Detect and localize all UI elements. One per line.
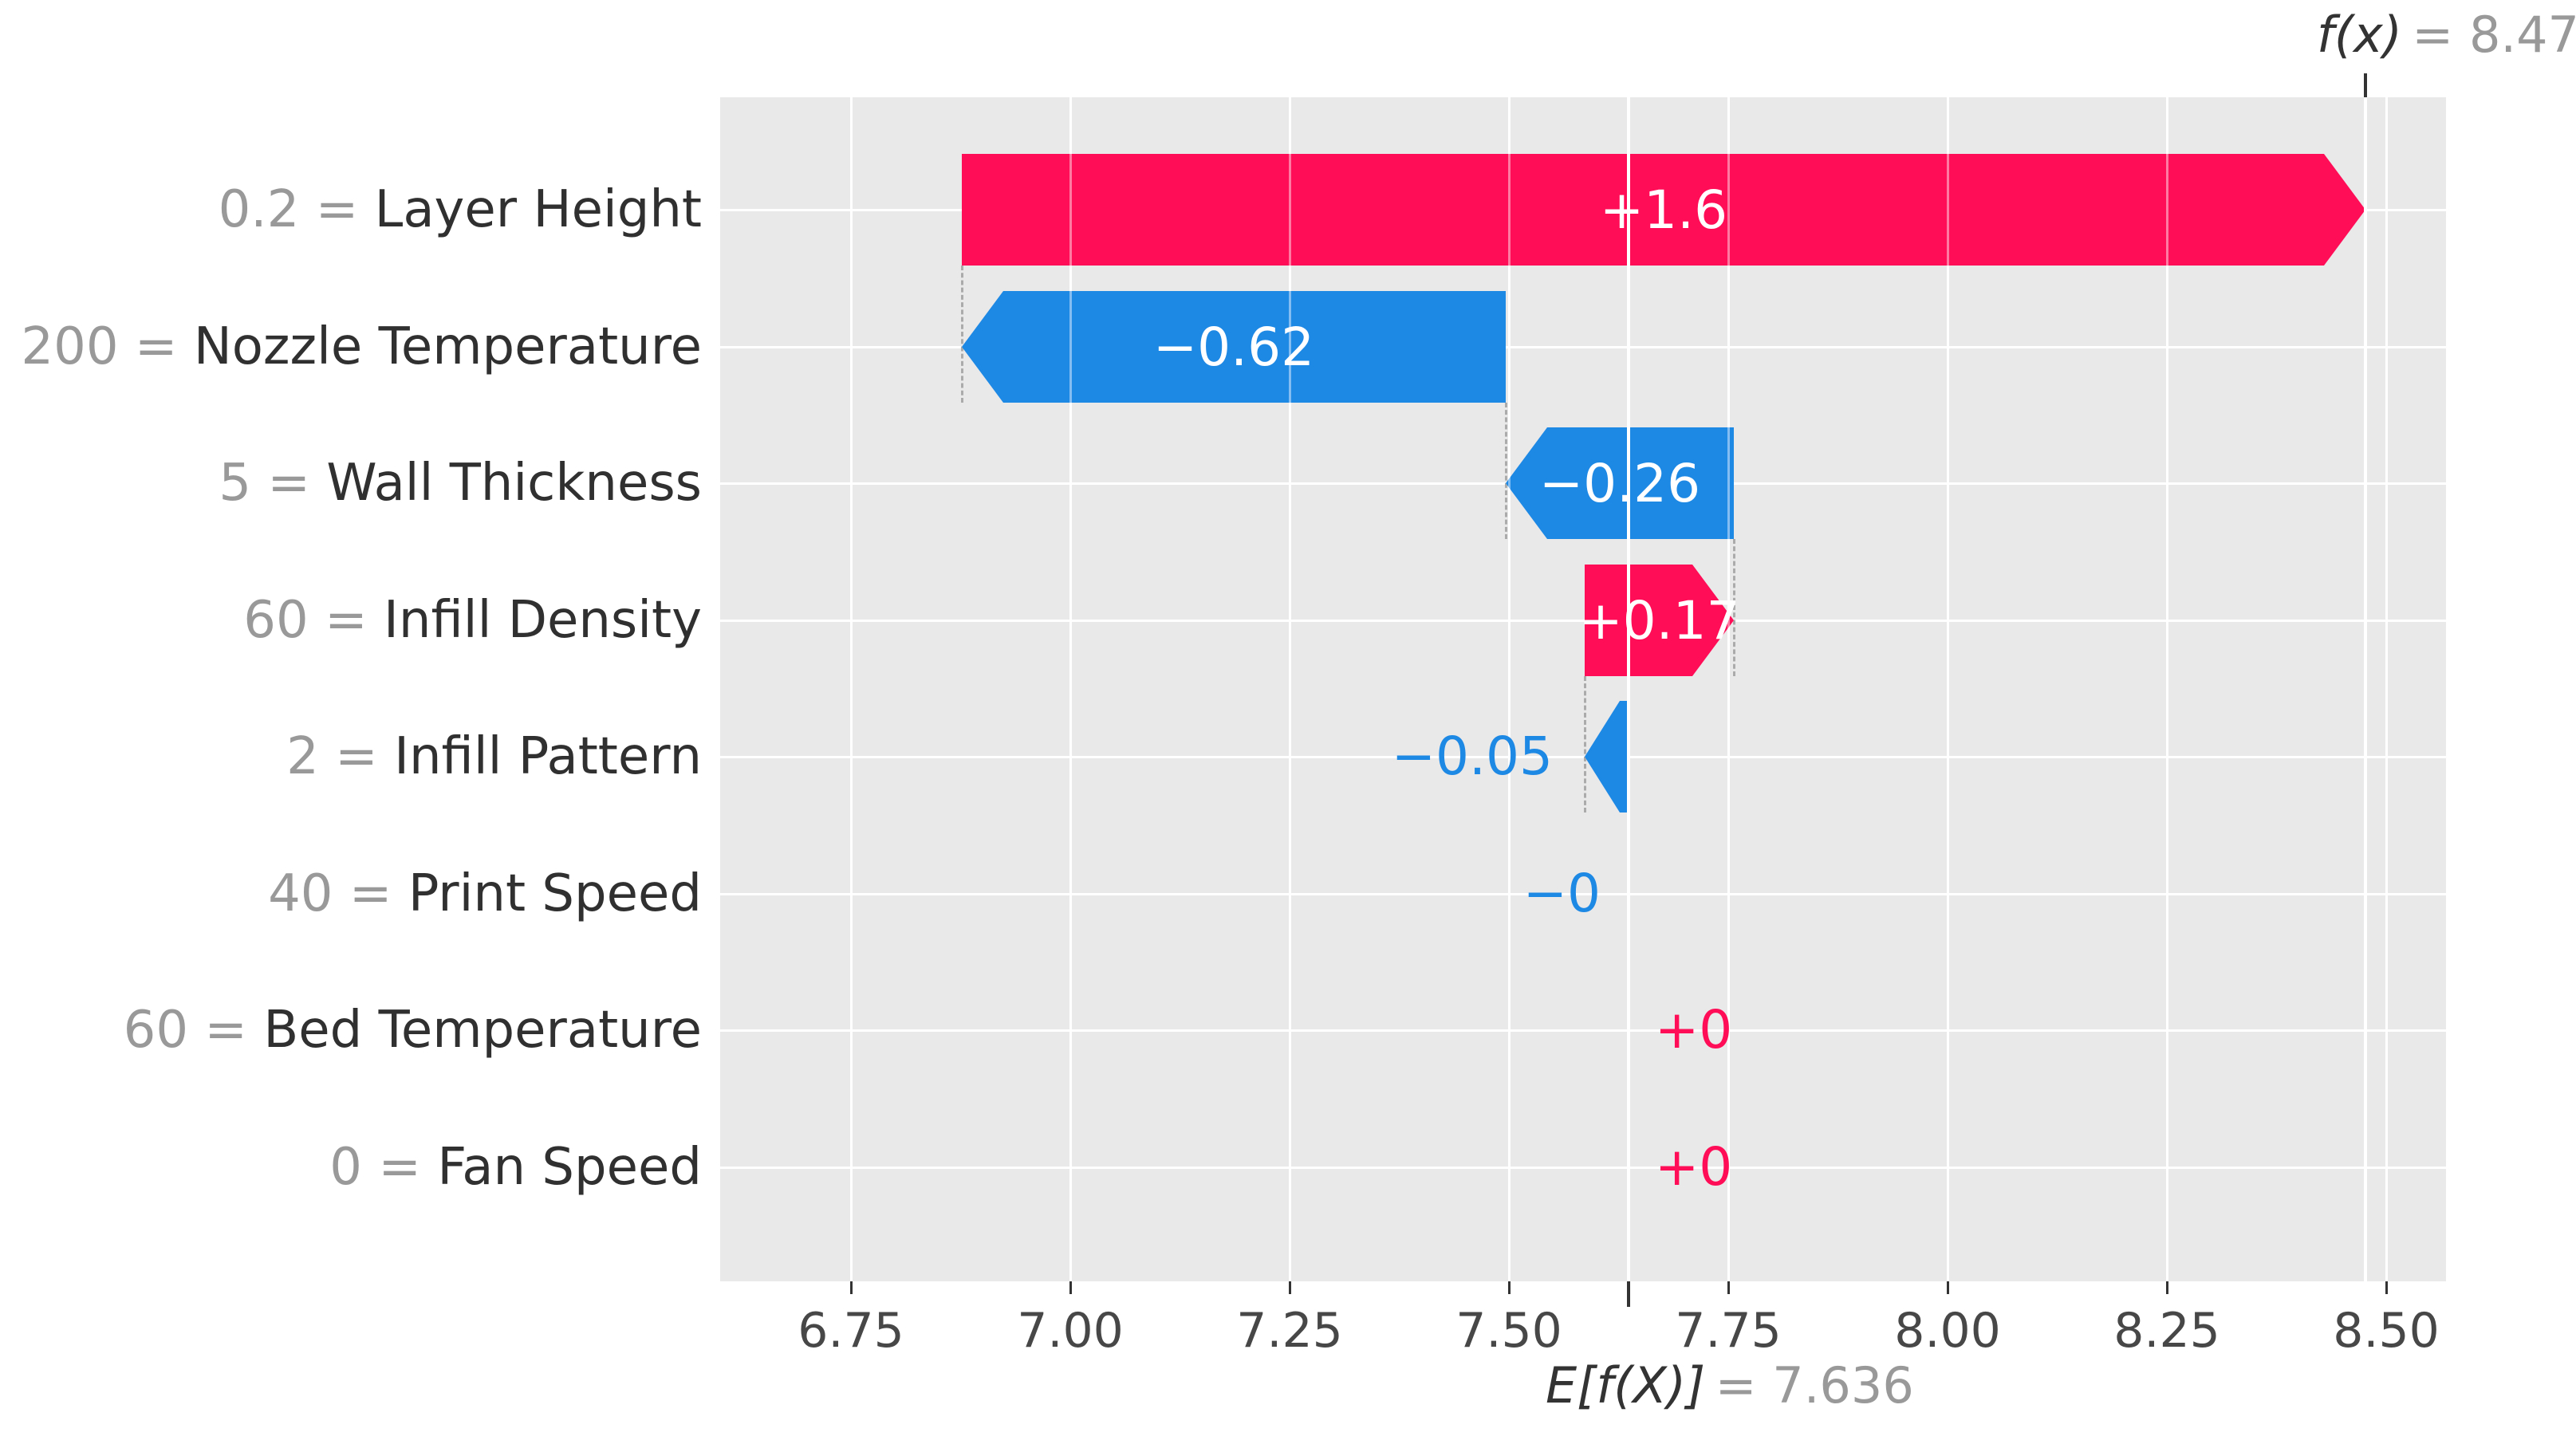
feature-name: Fan Speed — [437, 1138, 702, 1197]
waterfall-connector-line — [1584, 676, 1586, 812]
shap-bar-nozzle-temperature — [962, 291, 1506, 403]
x-tick-label: 8.00 — [1894, 1303, 2001, 1359]
feature-label-wall-thickness: 5 = Wall Thickness — [219, 447, 702, 519]
vertical-gridline — [2385, 97, 2388, 1281]
feature-label-nozzle-temperature: 200 = Nozzle Temperature — [21, 311, 702, 383]
horizontal-gridline — [720, 346, 2446, 348]
x-axis-tick — [1947, 1281, 1949, 1294]
vertical-gridline — [1289, 97, 1291, 1281]
waterfall-connector-line — [961, 266, 963, 403]
bar-value-label: −0 — [1522, 863, 1601, 924]
x-axis-tick — [1508, 1281, 1511, 1294]
fx-line — [2364, 97, 2367, 1281]
shap-bar-layer-height — [962, 154, 2365, 266]
feature-name: Infill Pattern — [394, 727, 702, 786]
feature-name: Wall Thickness — [326, 454, 702, 513]
vertical-gridline — [1508, 97, 1511, 1281]
bar-value-label: −0.62 — [1152, 316, 1315, 378]
feature-label-layer-height: 0.2 = Layer Height — [219, 174, 702, 246]
feature-name: Nozzle Temperature — [193, 317, 702, 376]
horizontal-gridline — [720, 893, 2446, 895]
vertical-gridline-overlay — [2385, 97, 2388, 1281]
feature-value: 0.2 = — [218, 180, 375, 239]
feature-label-fan-speed: 0 = Fan Speed — [329, 1131, 702, 1203]
fx-value-label — [2402, 6, 2412, 64]
expected-value-math-label: E[f(X)] — [1546, 1356, 1706, 1414]
x-axis-tick — [1727, 1281, 1730, 1294]
vertical-gridline-overlay — [1289, 97, 1291, 1281]
feature-label-print-speed: 40 = Print Speed — [268, 858, 702, 930]
x-axis-tick — [1289, 1281, 1291, 1294]
x-axis-tick — [2385, 1281, 2388, 1294]
fx-math-label: f(x) — [2317, 6, 2402, 64]
bar-value-label: +0 — [1655, 999, 1733, 1060]
shap-bar-wall-thickness — [1506, 427, 1734, 539]
feature-value: 60 = — [123, 1001, 264, 1060]
horizontal-gridline — [720, 1167, 2446, 1169]
x-tick-label: 6.75 — [798, 1303, 904, 1359]
bar-value-label: −0.26 — [1538, 452, 1701, 514]
expected-value-line — [1627, 97, 1630, 1281]
feature-label-bed-temperature: 60 = Bed Temperature — [124, 994, 702, 1066]
vertical-gridline — [2166, 97, 2168, 1281]
vertical-gridline-overlay — [1727, 97, 1730, 1281]
horizontal-gridline — [720, 620, 2446, 622]
feature-name: Bed Temperature — [263, 1001, 702, 1060]
expected-value-tick — [1627, 1281, 1630, 1307]
vertical-gridline-overlay — [1947, 97, 1949, 1281]
feature-value: 0 = — [329, 1138, 438, 1197]
feature-name: Print Speed — [408, 864, 702, 923]
feature-value: 60 = — [243, 591, 384, 650]
x-tick-label: 7.75 — [1675, 1303, 1782, 1359]
expected-value-annotation: E[f(X)] = 7.636 — [1546, 1355, 1914, 1416]
feature-label-infill-density: 60 = Infill Density — [243, 584, 702, 656]
vertical-gridline-overlay — [1508, 97, 1511, 1281]
fx-value-text: = 8.47 — [2412, 6, 2576, 64]
waterfall-connector-line — [1733, 539, 1735, 676]
feature-label-infill-pattern: 2 = Infill Pattern — [286, 721, 702, 793]
x-tick-label: 7.25 — [1236, 1303, 1343, 1359]
vertical-gridline — [1947, 97, 1949, 1281]
vertical-gridline-overlay — [1069, 97, 1072, 1281]
x-tick-label: 8.25 — [2113, 1303, 2220, 1359]
bar-value-label: +0.17 — [1578, 589, 1740, 651]
feature-value: 2 = — [286, 727, 395, 786]
bar-value-label: −0.05 — [1391, 726, 1553, 787]
feature-value: 200 = — [21, 317, 194, 376]
feature-value: 5 = — [219, 454, 327, 513]
vertical-gridline — [1069, 97, 1072, 1281]
vertical-gridline — [1727, 97, 1730, 1281]
vertical-gridline-overlay — [850, 97, 853, 1281]
waterfall-connector-line — [1505, 403, 1507, 539]
fx-annotation: f(x) = 8.47 — [2317, 5, 2576, 65]
fx-tick — [2364, 73, 2367, 97]
horizontal-gridline — [720, 1029, 2446, 1032]
feature-name: Infill Density — [384, 591, 702, 650]
x-axis-tick — [1069, 1281, 1072, 1294]
x-tick-label: 7.00 — [1017, 1303, 1124, 1359]
plot-area — [720, 97, 2446, 1281]
expected-value-text: = 7.636 — [1715, 1356, 1914, 1414]
bar-value-label: +0 — [1655, 1136, 1733, 1198]
bar-value-label: +1.6 — [1599, 179, 1728, 241]
feature-name: Layer Height — [374, 180, 702, 239]
feature-value: 40 = — [268, 864, 408, 923]
x-axis-tick — [850, 1281, 853, 1294]
horizontal-gridline — [720, 756, 2446, 758]
vertical-gridline-overlay — [2166, 97, 2168, 1281]
x-tick-label: 7.50 — [1455, 1303, 1562, 1359]
x-axis-tick — [2166, 1281, 2168, 1294]
expected-value-spacer — [1705, 1356, 1715, 1414]
x-tick-label: 8.50 — [2333, 1303, 2440, 1359]
vertical-gridline — [850, 97, 853, 1281]
